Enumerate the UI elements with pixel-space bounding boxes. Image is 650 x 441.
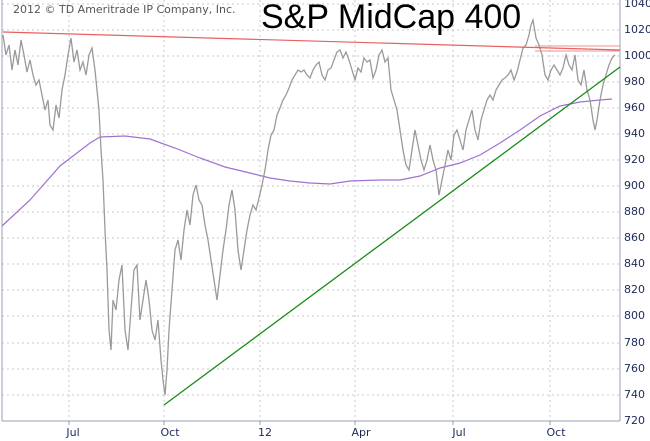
y-tick-label: 760 [624, 362, 645, 375]
y-tick-label: 1040 [624, 0, 650, 10]
y-tick-label: 1000 [624, 49, 650, 62]
x-tick-label: Oct [546, 426, 566, 439]
x-tick-label: 12 [258, 426, 272, 439]
copyright-text: 2012 © TD Ameritrade IP Company, Inc. [13, 3, 236, 16]
resistance-line [2, 31, 621, 51]
y-tick-label: 940 [624, 127, 645, 140]
y-tick-label: 900 [624, 179, 645, 192]
x-tick-label: Jul [452, 426, 466, 439]
x-tick-label: Oct [160, 426, 180, 439]
chart-title: S&P MidCap 400 [261, 0, 522, 36]
y-tick-label: 740 [624, 388, 645, 401]
y-tick-label: 960 [624, 101, 645, 114]
axes [1, 0, 621, 422]
moving-average-line [1, 98, 613, 227]
grid [2, 0, 620, 421]
support-trendline [163, 66, 621, 406]
price-bars [2, 17, 616, 396]
y-tick-label: 780 [624, 336, 645, 349]
y-tick-label: 920 [624, 153, 645, 166]
axis-ticks [68, 421, 551, 425]
y-tick-label: 840 [624, 257, 645, 270]
x-tick-label: Apr [351, 426, 371, 439]
x-tick-label: Jul [66, 426, 80, 439]
y-tick-label: 980 [624, 75, 645, 88]
y-tick-label: 860 [624, 231, 645, 244]
y-tick-label: 820 [624, 283, 645, 296]
y-tick-label: 880 [624, 205, 645, 218]
y-tick-label: 720 [624, 414, 645, 427]
y-tick-label: 800 [624, 309, 645, 322]
y-tick-label: 1020 [624, 23, 650, 36]
